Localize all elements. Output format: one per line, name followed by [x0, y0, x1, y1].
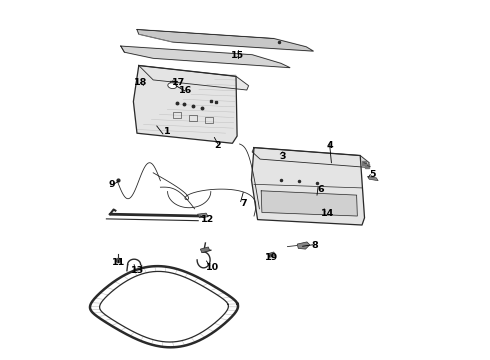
Text: 18: 18: [134, 78, 147, 87]
Text: 2: 2: [215, 141, 221, 150]
Polygon shape: [121, 46, 290, 68]
Text: 8: 8: [312, 241, 318, 250]
Text: 1: 1: [164, 127, 171, 136]
Polygon shape: [368, 176, 378, 181]
Polygon shape: [261, 191, 357, 216]
Text: 10: 10: [206, 263, 219, 272]
Text: 5: 5: [369, 170, 376, 179]
Text: 16: 16: [179, 86, 192, 95]
Text: 7: 7: [240, 199, 246, 208]
Polygon shape: [268, 252, 275, 257]
Polygon shape: [137, 30, 314, 51]
Polygon shape: [197, 213, 208, 218]
Bar: [189, 115, 197, 121]
Bar: [205, 117, 213, 123]
Polygon shape: [251, 148, 365, 225]
Polygon shape: [252, 148, 369, 167]
Polygon shape: [139, 66, 248, 90]
Text: 11: 11: [112, 258, 125, 267]
Polygon shape: [297, 242, 310, 249]
Polygon shape: [133, 66, 237, 143]
Polygon shape: [200, 247, 210, 253]
Text: 3: 3: [280, 152, 286, 161]
Text: 13: 13: [130, 266, 144, 275]
Text: 19: 19: [266, 253, 279, 262]
Bar: [173, 112, 181, 118]
Text: 4: 4: [326, 141, 333, 150]
Text: 12: 12: [200, 215, 214, 224]
Text: 17: 17: [172, 78, 185, 87]
Text: 14: 14: [321, 209, 335, 217]
Text: 9: 9: [108, 180, 115, 189]
Ellipse shape: [168, 83, 177, 89]
Text: 6: 6: [318, 185, 324, 194]
Text: 15: 15: [231, 51, 245, 60]
